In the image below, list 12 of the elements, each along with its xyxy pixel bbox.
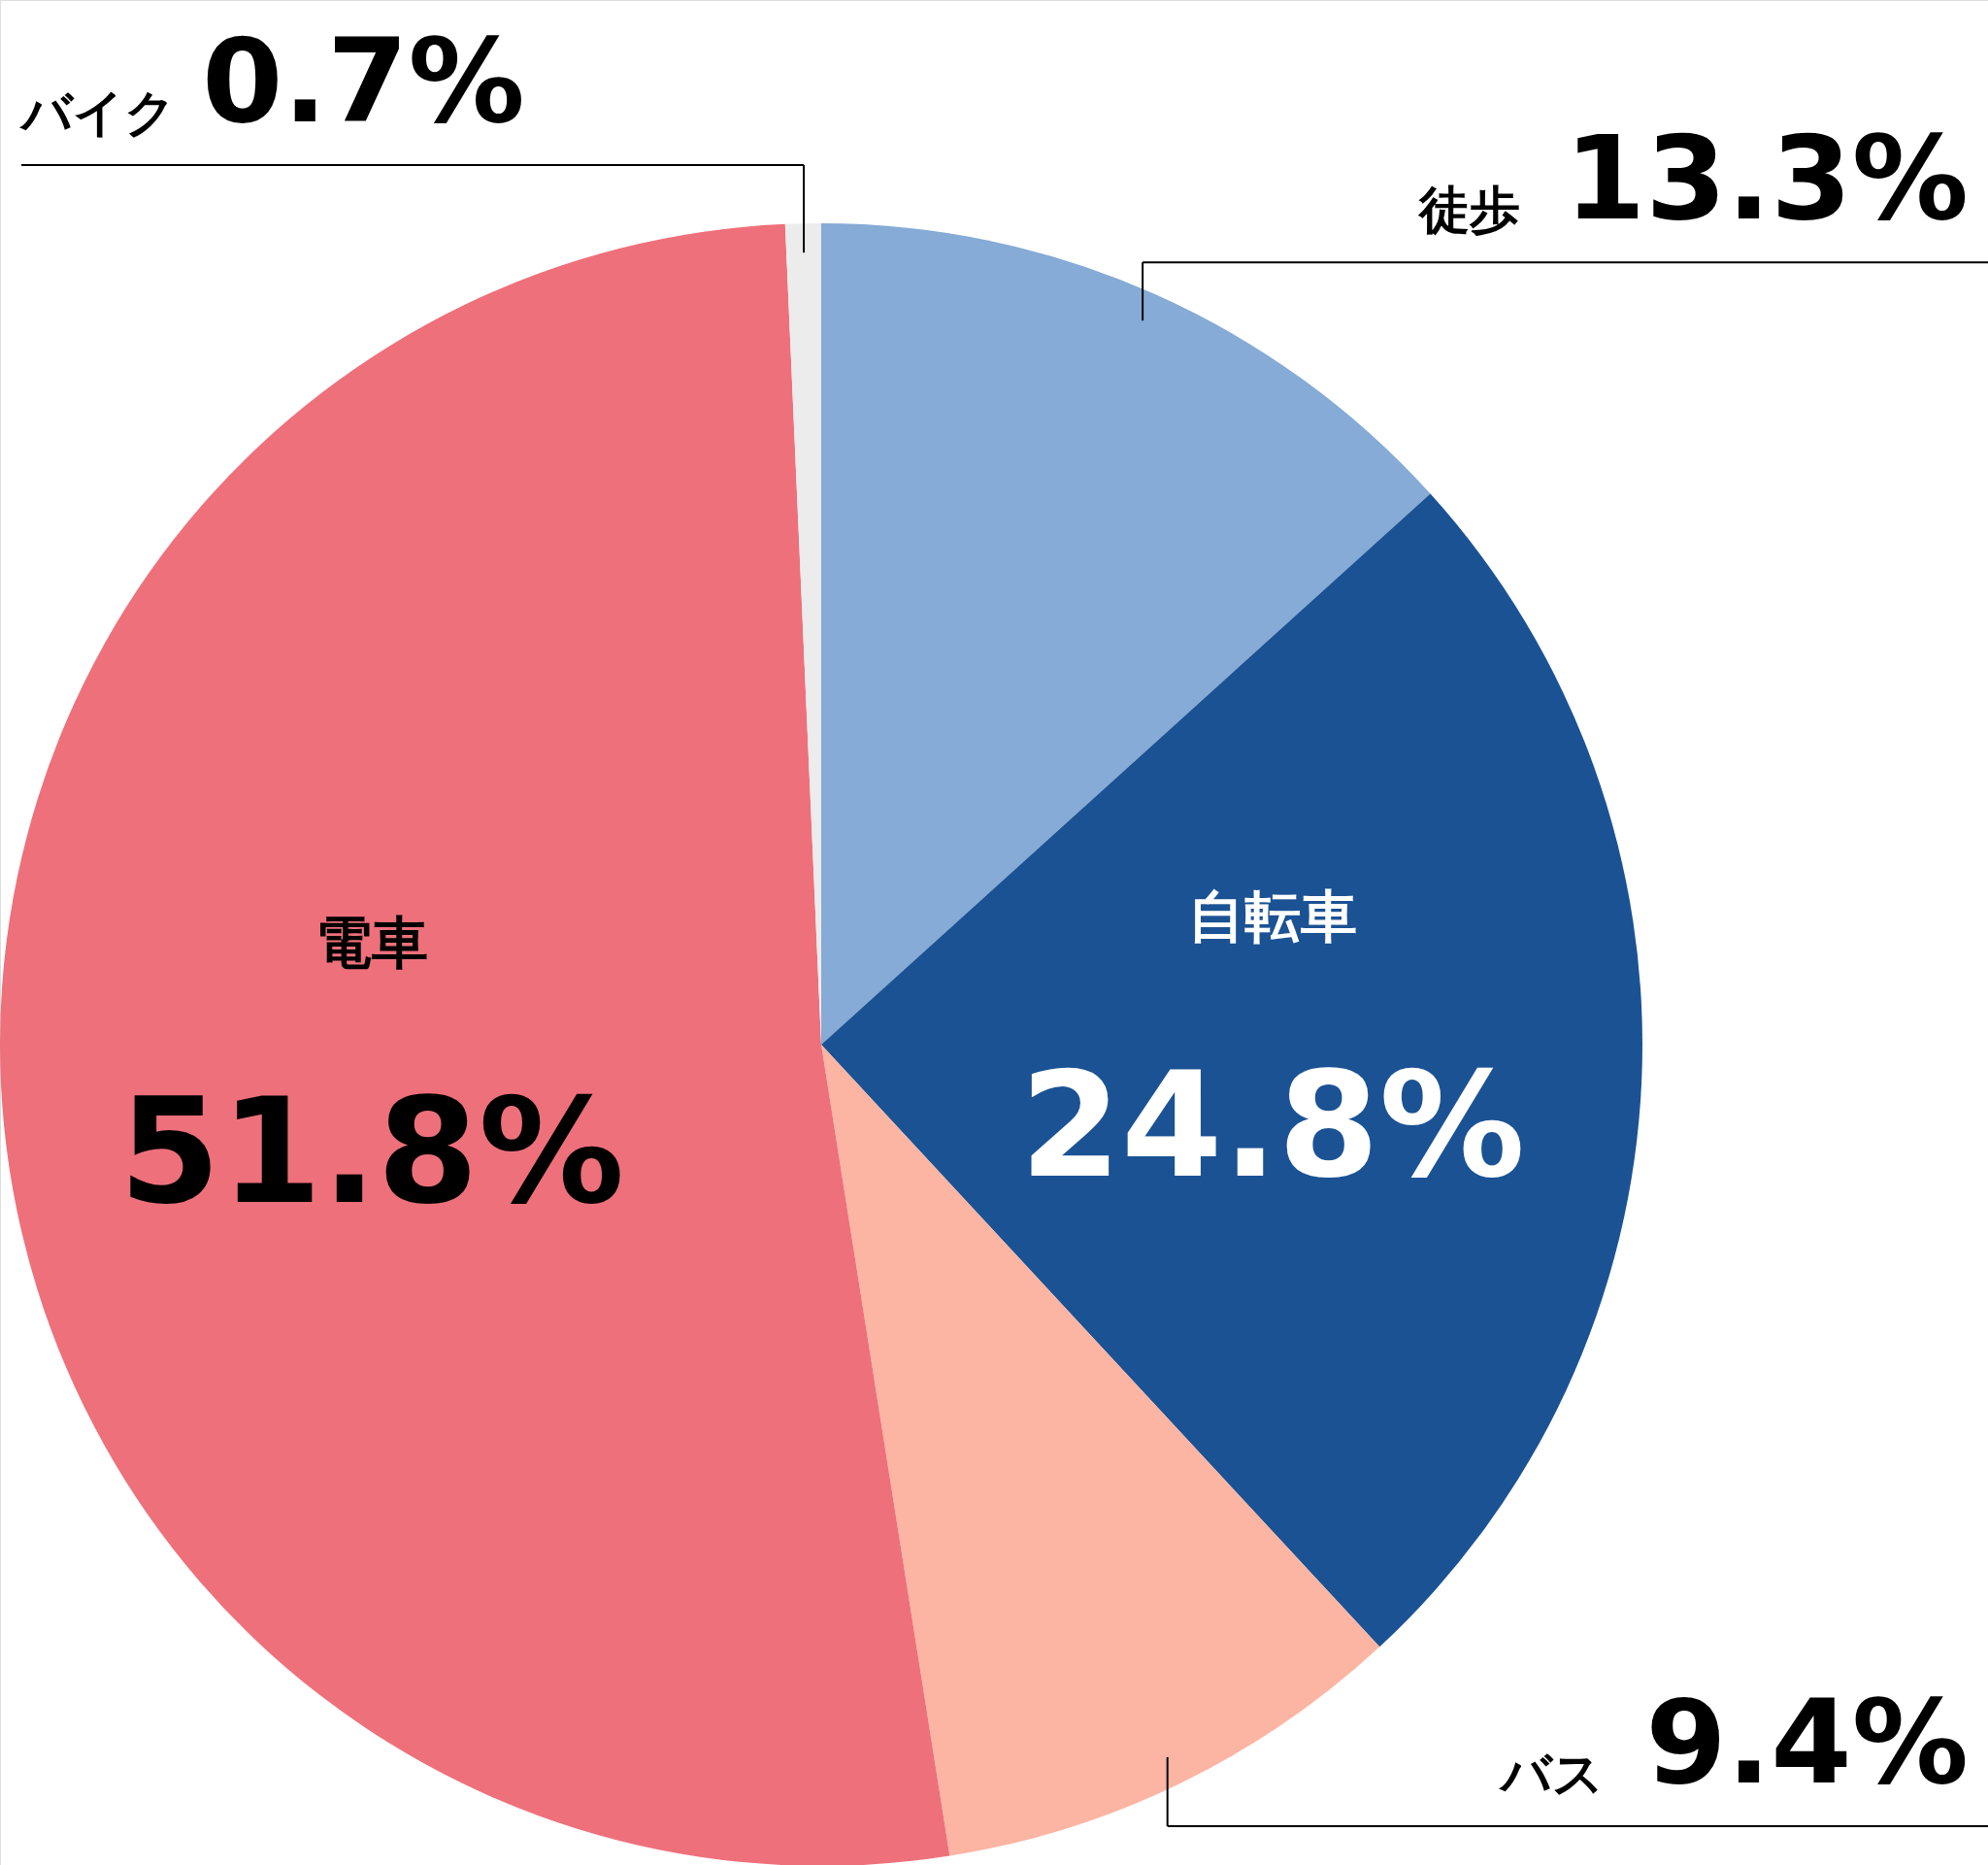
slice-label: 電車 [315, 909, 429, 976]
data-label: 51.8% [118, 1066, 625, 1236]
data-label: 0.7% [202, 14, 525, 149]
slice-label: バイク [18, 83, 176, 142]
slice-label: バス [1498, 1745, 1605, 1803]
slice-label: 徒歩 [1417, 181, 1520, 240]
pie-slice [821, 493, 1642, 1648]
pie-slice [0, 223, 950, 1865]
data-label: 13.3% [1564, 111, 1969, 247]
data-label: 9.4% [1645, 1675, 1969, 1810]
data-label: 24.8% [1019, 1041, 1526, 1211]
slice-label: 自転車 [1187, 883, 1357, 950]
